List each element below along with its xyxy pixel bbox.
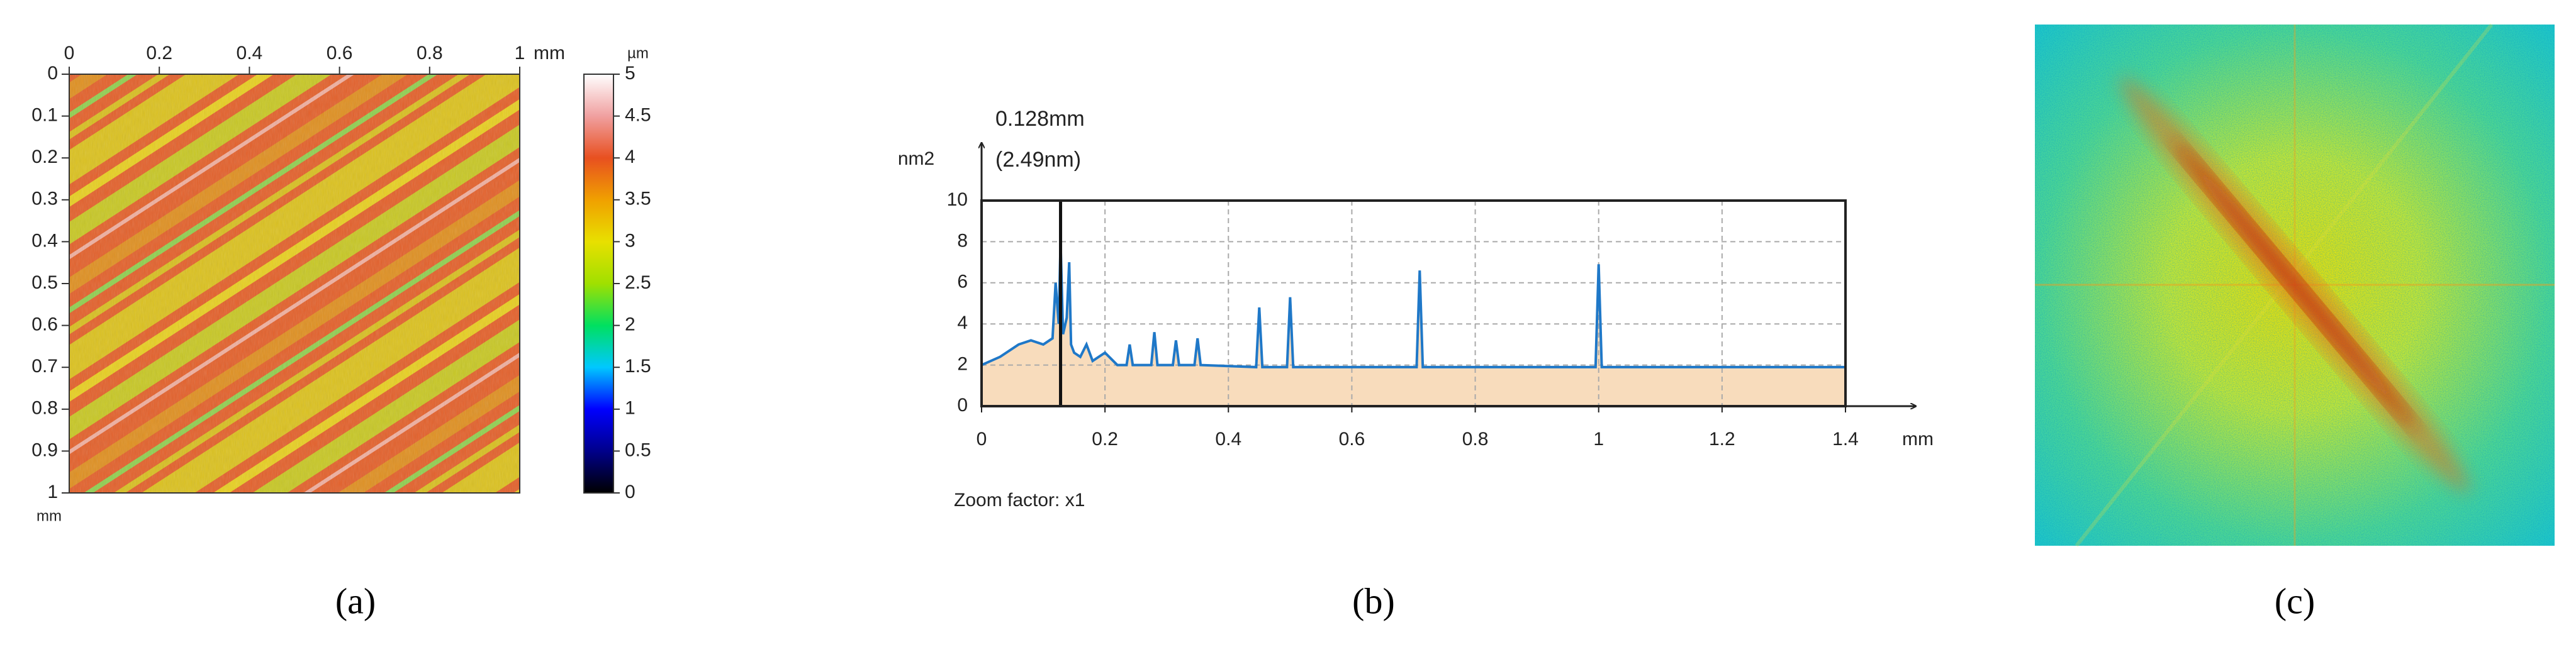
y-tick-label: 2 — [957, 354, 968, 375]
x-tick-label: 1.4 — [1832, 429, 1859, 450]
x-tick-label: 1 — [515, 43, 525, 64]
x-tick-label: 0.6 — [327, 43, 353, 64]
x-axis-unit: mm — [534, 43, 565, 64]
y-tick-label: 6 — [957, 272, 968, 292]
y-tick-label: 0.5 — [31, 272, 58, 293]
colorbar-tick-label: 2 — [625, 314, 636, 335]
x-tick-label: 0.2 — [1092, 429, 1118, 450]
cursor-label: 0.128mm — [995, 107, 1085, 131]
x-tick-label: 0.2 — [146, 43, 172, 64]
colorbar-tick-label: 0.5 — [625, 439, 651, 460]
x-tick-label: 0 — [977, 429, 987, 450]
cursor-value-label: (2.49nm) — [995, 148, 1081, 172]
colorbar-unit: µm — [627, 45, 649, 62]
x-tick-label: 1.2 — [1709, 429, 1735, 450]
y-tick-label: 0.9 — [31, 439, 58, 460]
y-tick-label: 0.6 — [31, 314, 58, 335]
y-tick-label: 1 — [47, 482, 58, 502]
y-axis-label: nm2 — [898, 148, 934, 169]
surface-texture — [69, 74, 520, 493]
panel-label: (b) — [1352, 580, 1395, 621]
colorbar-tick-label: 5 — [625, 63, 636, 84]
zoom-note: Zoom factor: x1 — [954, 490, 1085, 511]
x-tick-label: 0.8 — [417, 43, 443, 64]
y-tick-label: 0 — [47, 63, 58, 84]
x-tick-label: 0.4 — [1215, 429, 1241, 450]
x-tick-label: 0.6 — [1339, 429, 1365, 450]
colorbar-tick-label: 3 — [625, 230, 636, 251]
x-tick-label: 0.4 — [237, 43, 263, 64]
y-tick-label: 8 — [957, 230, 968, 251]
panel-label: (c) — [2275, 580, 2315, 621]
colorbar-tick-label: 2.5 — [625, 272, 651, 293]
x-tick-label: 0.8 — [1462, 429, 1489, 450]
colorbar-tick-label: 3.5 — [625, 189, 651, 209]
colorbar-tick-label: 1.5 — [625, 356, 651, 377]
y-tick-label: 4 — [957, 312, 968, 333]
y-tick-label: 0.7 — [31, 356, 58, 377]
x-tick-label: 0 — [64, 43, 75, 64]
y-tick-label: 0.3 — [31, 189, 58, 209]
colorbar-tick-label: 4.5 — [625, 105, 651, 126]
line — [981, 241, 1845, 368]
colorbar — [583, 74, 614, 494]
y-tick-label: 0.8 — [31, 398, 58, 419]
x-axis-unit: mm — [1902, 429, 1934, 450]
colorbar-tick-label: 4 — [625, 146, 636, 167]
panel-label: (a) — [335, 580, 376, 621]
y-tick-label: 0.2 — [31, 146, 58, 167]
y-tick-label: 10 — [947, 189, 968, 210]
y-tick-label: 0.1 — [31, 105, 58, 126]
y-axis-unit: mm — [36, 507, 62, 524]
fft-image — [2035, 23, 2555, 547]
y-tick-label: 0.4 — [31, 230, 58, 251]
x-tick-label: 1 — [1593, 429, 1604, 450]
colorbar-tick-label: 0 — [625, 482, 636, 502]
y-tick-label: 0 — [957, 395, 968, 416]
colorbar-tick-label: 1 — [625, 398, 636, 419]
